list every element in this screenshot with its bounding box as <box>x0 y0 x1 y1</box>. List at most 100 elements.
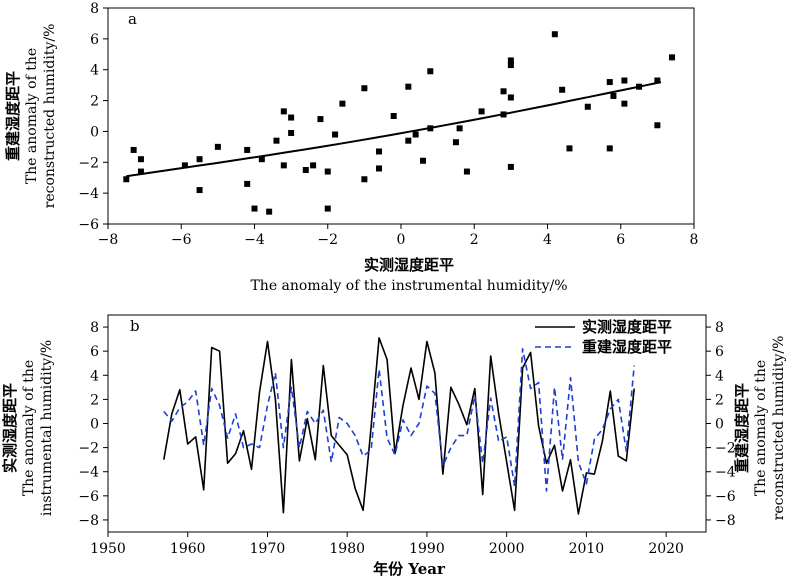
x-axis-label-b: 年份 Year <box>373 560 446 578</box>
y-left-tick-label: 2 <box>90 392 99 408</box>
x-tick-label: −8 <box>98 232 119 248</box>
scatter-point <box>621 77 628 84</box>
y-right-tick-label: 2 <box>715 392 724 408</box>
series-line-reconstructed <box>163 348 635 492</box>
y-right-tick-label: −4 <box>715 465 736 481</box>
y-left-tick-label: −4 <box>78 465 99 481</box>
scatter-point <box>507 62 514 69</box>
x-tick-label: 4 <box>543 232 552 248</box>
scatter-point <box>280 108 287 115</box>
scatter-point <box>507 57 514 64</box>
x-tick-label: −4 <box>244 232 265 248</box>
y-left-label-en1: The anomaly of the <box>21 360 37 496</box>
scatter-point <box>610 92 617 99</box>
scatter-point <box>258 156 265 163</box>
legend-label-measured: 实测湿度距平 <box>582 318 672 336</box>
scatter-point <box>251 205 258 212</box>
y-right-label-en1: The anomaly of the <box>753 360 769 496</box>
scatter-point <box>427 68 434 75</box>
scatter-point <box>507 163 514 170</box>
y-tick-label: 4 <box>90 63 99 79</box>
scatter-point <box>361 176 368 183</box>
x-axis-label-cn-a: 实测湿度距平 <box>364 256 454 274</box>
x-tick-label: 1950 <box>90 541 126 557</box>
y-left-label-en2: instrumental humidity/% <box>39 340 55 516</box>
scatter-point <box>584 103 591 110</box>
x-tick-label: 1980 <box>329 541 365 557</box>
scatter-point <box>196 187 203 194</box>
y-left-tick-label: −2 <box>78 441 99 457</box>
y-left-tick-label: 8 <box>90 320 99 336</box>
scatter-point <box>130 146 137 153</box>
y-right-tick-label: 6 <box>715 344 724 360</box>
series-lines <box>163 337 635 515</box>
y-right-tick-label: 8 <box>715 320 724 336</box>
scatter-point <box>332 131 339 138</box>
scatter-point <box>244 146 251 153</box>
scatter-point <box>123 176 130 183</box>
y-tick-label: 8 <box>90 1 99 17</box>
scatter-point <box>456 125 463 132</box>
scatter-point <box>288 129 295 136</box>
scatter-point <box>390 113 397 119</box>
scatter-point <box>606 79 613 86</box>
scatter-point <box>654 122 661 129</box>
y-left-tick-label: 4 <box>90 368 99 384</box>
scatter-point <box>181 162 188 169</box>
scatter-point <box>244 180 251 187</box>
x-tick-label: −6 <box>171 232 192 248</box>
scatter-point <box>361 85 368 92</box>
y-right-tick-label: −2 <box>715 441 736 457</box>
scatter-point <box>376 165 383 172</box>
scatter-point <box>559 86 566 93</box>
x-tick-label: −2 <box>317 232 338 248</box>
x-tick-label: 1960 <box>170 541 206 557</box>
scatter-point <box>273 137 280 144</box>
y-left-label-cn: 实测湿度距平 <box>1 383 19 473</box>
scatter-point <box>405 137 412 144</box>
y-axis-label-en2-a: reconstructed humidity/% <box>42 24 58 209</box>
x-tick-label: 2010 <box>569 541 605 557</box>
scatter-point <box>412 131 419 138</box>
scatter-point <box>376 148 383 155</box>
axis-ticks-b: 1950 1960 1970 1980 1990 2000 2010 2020−8 −8−6 −6… <box>78 320 735 557</box>
y-tick-label: −6 <box>78 217 99 233</box>
scatter-point <box>266 208 273 215</box>
y-right-tick-label: −8 <box>715 513 736 529</box>
y-right-tick-label: 0 <box>715 417 724 433</box>
scatter-point <box>196 156 203 163</box>
panel-label-a: a <box>128 10 137 28</box>
scatter-point <box>500 88 507 95</box>
scatter-point <box>310 162 317 169</box>
scatter-point <box>551 31 558 38</box>
y-right-tick-label: −6 <box>715 489 736 505</box>
scatter-point <box>137 168 144 175</box>
scatter-point <box>324 205 331 212</box>
scatter-point <box>621 100 628 107</box>
scatter-point <box>419 157 426 164</box>
scatter-point <box>452 139 459 146</box>
series-line-measured <box>163 337 635 515</box>
scatter-point <box>606 145 613 152</box>
y-tick-label: −2 <box>78 155 99 171</box>
y-tick-label: 2 <box>90 94 99 110</box>
y-axis-label-right-b: 重建湿度距平 The anomaly of the reconstructed … <box>733 336 787 521</box>
plot-frame-a <box>107 7 695 225</box>
y-left-tick-label: 0 <box>90 417 99 433</box>
y-axis-label-a: 重建湿度距平 The anomaly of the reconstructed … <box>4 24 58 209</box>
y-axis-label-cn-a: 重建湿度距平 <box>4 71 22 161</box>
y-right-tick-label: 4 <box>715 368 724 384</box>
scatter-point <box>302 167 309 173</box>
x-tick-label: 1990 <box>409 541 445 557</box>
x-tick-label: 2020 <box>648 541 684 557</box>
y-left-tick-label: −8 <box>78 513 99 529</box>
scatter-point <box>478 108 485 115</box>
scatter-point <box>507 94 514 101</box>
line-panel-b: b 1950 1960 1970 1980 1990 2000 2010 2020−8 −8−6… <box>1 314 787 578</box>
y-tick-label: −4 <box>78 186 99 202</box>
scatter-point <box>654 77 661 84</box>
scatter-point <box>405 83 412 90</box>
